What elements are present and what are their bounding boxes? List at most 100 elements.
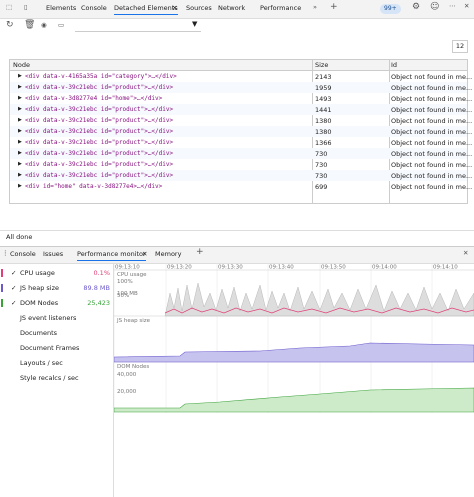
time-grid bbox=[114, 263, 433, 413]
chart-text: CPU usage bbox=[117, 272, 147, 278]
node-cell[interactable]: <div data-v-3d8277e4 id="home">…</div> bbox=[25, 95, 163, 102]
expand-arrow[interactable]: ▶ bbox=[18, 183, 22, 189]
checkbox[interactable]: ✓ bbox=[11, 269, 17, 277]
column-header: Node bbox=[13, 61, 30, 69]
metric-label[interactable]: Documents bbox=[20, 329, 58, 337]
metric-label[interactable]: JS heap size bbox=[20, 284, 60, 292]
cpu-area bbox=[164, 282, 474, 317]
chart-text: 09:13:30 bbox=[218, 265, 243, 271]
drawer-tab-close[interactable]: ✕ bbox=[142, 250, 148, 258]
drawer-menu[interactable]: ⋮ bbox=[2, 249, 9, 257]
id-cell: Object not found in me... bbox=[391, 106, 473, 114]
node-cell[interactable]: <div id="home" data-v-3d8277e4>…</div> bbox=[25, 183, 163, 190]
chart-text: 09:14:00 bbox=[372, 265, 397, 271]
metric-label[interactable]: Layouts / sec bbox=[20, 359, 63, 367]
heap-area bbox=[114, 342, 474, 363]
tab[interactable]: Network bbox=[218, 4, 246, 12]
expand-arrow[interactable]: ▶ bbox=[18, 128, 22, 134]
id-cell: Object not found in me... bbox=[391, 172, 473, 180]
trash-icon[interactable]: 🗑 bbox=[24, 20, 36, 30]
chart-text: 20,000 bbox=[117, 389, 137, 395]
id-cell: Object not found in me... bbox=[391, 161, 473, 169]
expand-arrow[interactable]: ▶ bbox=[18, 106, 22, 112]
id-cell: Object not found in me... bbox=[391, 139, 473, 147]
expand-arrow[interactable]: ▶ bbox=[18, 95, 22, 101]
drawer-close[interactable]: ✕ bbox=[463, 249, 469, 257]
tab[interactable]: Elements bbox=[46, 4, 77, 12]
node-cell[interactable]: <div data-v-4165a35a id="category">…</di… bbox=[25, 73, 177, 80]
node-cell[interactable]: <div data-v-39c21ebc id="product">…</div… bbox=[25, 172, 174, 179]
checkbox[interactable]: ✓ bbox=[11, 284, 17, 292]
id-cell: Object not found in me... bbox=[391, 84, 473, 92]
device-icon[interactable]: ▯ bbox=[24, 3, 28, 11]
expand-arrow[interactable]: ▶ bbox=[18, 73, 22, 79]
chart-text: 09:14:10 bbox=[433, 265, 458, 271]
tab[interactable]: Sources bbox=[186, 4, 212, 12]
metric-label[interactable]: Style recalcs / sec bbox=[20, 374, 79, 382]
metric-label[interactable]: DOM Nodes bbox=[20, 299, 59, 307]
chart-text: 100 MB bbox=[117, 291, 138, 297]
size-cell: 1441 bbox=[315, 106, 332, 114]
profile-icon[interactable]: ☺ bbox=[430, 2, 440, 12]
expand-arrow[interactable]: ▶ bbox=[18, 139, 22, 145]
inspect-icon[interactable]: ⬚ bbox=[6, 3, 13, 11]
expand-arrow[interactable]: ▶ bbox=[18, 172, 22, 178]
chart-text: 100% bbox=[117, 279, 133, 285]
id-cell: Object not found in me... bbox=[391, 128, 473, 136]
tab[interactable]: Performance bbox=[260, 4, 302, 12]
metric-label[interactable]: CPU usage bbox=[20, 269, 55, 277]
size-cell: 1380 bbox=[315, 117, 332, 125]
node-cell[interactable]: <div data-v-39c21ebc id="product">…</div… bbox=[25, 117, 174, 124]
tab-close[interactable]: ✕ bbox=[172, 4, 178, 12]
node-cell[interactable]: <div data-v-39c21ebc id="product">…</div… bbox=[25, 139, 174, 146]
more-tabs[interactable]: » bbox=[313, 3, 317, 11]
id-cell: Object not found in me... bbox=[391, 183, 473, 191]
checkbox[interactable]: ✓ bbox=[11, 299, 17, 307]
expand-arrow[interactable]: ▶ bbox=[18, 117, 22, 123]
metric-label[interactable]: Document Frames bbox=[20, 344, 80, 352]
expand-arrow[interactable]: ▶ bbox=[18, 161, 22, 167]
metric-swatch bbox=[1, 284, 3, 292]
node-cell[interactable]: <div data-v-39c21ebc id="product">…</div… bbox=[25, 150, 174, 157]
node-cell[interactable]: <div data-v-39c21ebc id="product">…</div… bbox=[25, 84, 174, 91]
add-tab[interactable]: + bbox=[330, 2, 338, 12]
metric-label[interactable]: JS event listeners bbox=[20, 314, 77, 322]
table: Node Size Id ▶ <div data-v-4165a35a id="cate… bbox=[9, 59, 472, 204]
chart-text: DOM Nodes bbox=[117, 364, 149, 370]
menu-icon[interactable]: ⋯ bbox=[449, 2, 456, 10]
size-cell: 730 bbox=[315, 150, 328, 158]
expand-arrow[interactable]: ▶ bbox=[18, 150, 22, 156]
row-stripe bbox=[10, 82, 467, 93]
tab[interactable]: Console bbox=[81, 4, 107, 12]
issues-badge[interactable]: 99+ bbox=[380, 4, 401, 14]
chart-text: 40,000 bbox=[117, 372, 137, 378]
close-devtools[interactable]: ✕ bbox=[464, 2, 470, 10]
drawer-add[interactable]: + bbox=[196, 247, 204, 257]
size-cell: 1493 bbox=[315, 95, 332, 103]
settings-icon[interactable]: ⚙ bbox=[412, 2, 421, 12]
node-cell[interactable]: <div data-v-39c21ebc id="product">…</div… bbox=[25, 161, 174, 168]
size-cell: 2143 bbox=[315, 73, 332, 81]
size-cell: 730 bbox=[315, 172, 328, 180]
size-cell: 1366 bbox=[315, 139, 332, 147]
screen-icon[interactable]: ▭ bbox=[58, 21, 65, 29]
drawer-tab[interactable]: Issues bbox=[43, 250, 64, 258]
expand-arrow[interactable]: ▶ bbox=[18, 84, 22, 90]
chart-text: 09:13:50 bbox=[321, 265, 346, 271]
tab[interactable]: Detached Elements bbox=[114, 4, 178, 15]
drawer-tab[interactable]: Memory bbox=[155, 250, 182, 258]
size-cell: 1959 bbox=[315, 84, 332, 92]
size-cell: 730 bbox=[315, 161, 328, 169]
metric-value: 25,423 bbox=[87, 299, 110, 307]
refresh-icon[interactable]: ↻ bbox=[6, 20, 14, 30]
panel-divider bbox=[113, 263, 114, 497]
dropdown-arrow[interactable]: ▼ bbox=[192, 20, 198, 28]
node-cell[interactable]: <div data-v-39c21ebc id="product">…</div… bbox=[25, 128, 174, 135]
column-header: Id bbox=[391, 61, 398, 69]
drawer-tab[interactable]: Performance monitor bbox=[77, 250, 146, 261]
cpu-line bbox=[164, 307, 474, 314]
target-dropdown[interactable] bbox=[75, 20, 201, 32]
drawer-tab[interactable]: Console bbox=[10, 250, 36, 258]
eye-icon[interactable]: ◉ bbox=[41, 21, 47, 29]
node-cell[interactable]: <div data-v-39c21ebc id="product">…</div… bbox=[25, 106, 174, 113]
